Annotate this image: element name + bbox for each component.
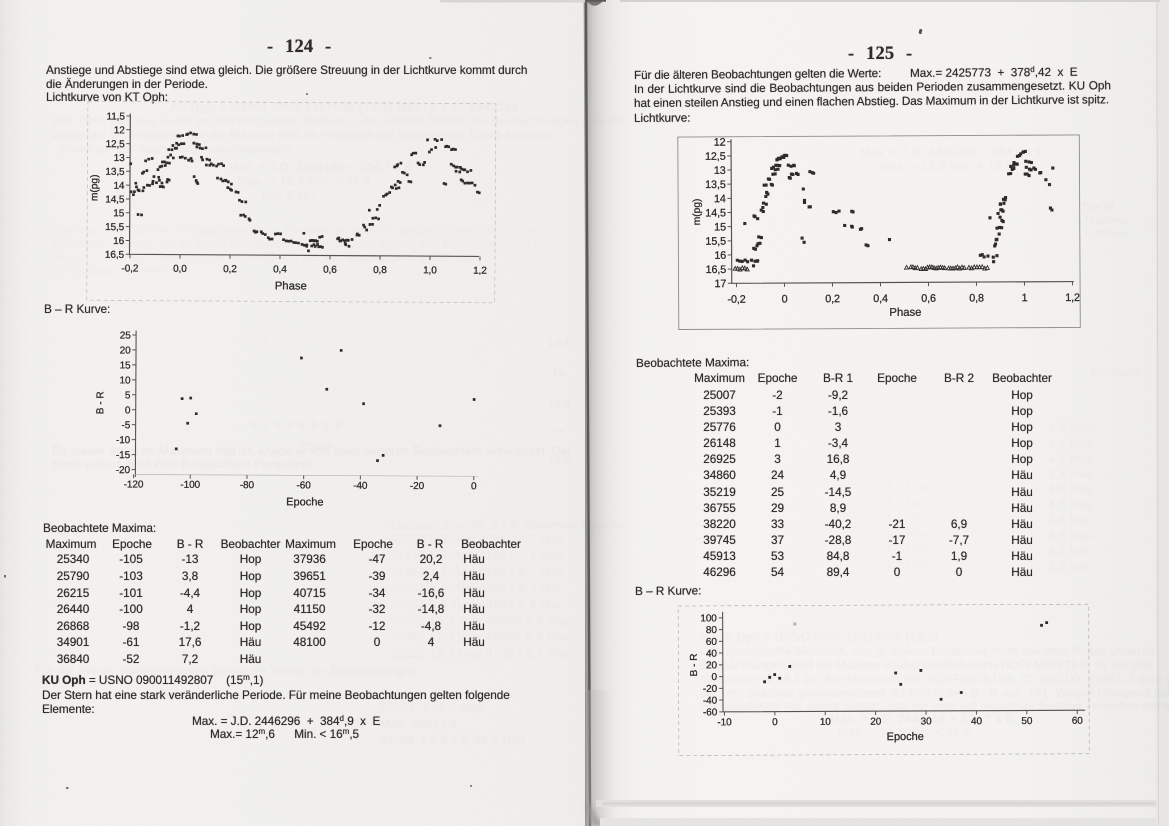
svg-text:-5: -5	[121, 420, 130, 431]
svg-text:40: 40	[706, 649, 718, 660]
svg-text:1: 1	[1022, 292, 1028, 304]
svg-text:0: 0	[772, 717, 778, 728]
svg-text:14,5: 14,5	[105, 194, 125, 205]
svg-text:30: 30	[921, 716, 933, 727]
svg-text:50: 50	[1021, 716, 1033, 727]
svg-text:14: 14	[113, 181, 125, 192]
svg-text:Epoche: Epoche	[887, 731, 924, 743]
svg-text:15: 15	[113, 208, 125, 219]
svg-text:20: 20	[706, 660, 718, 671]
svg-text:13: 13	[114, 153, 126, 164]
svg-text:-20: -20	[116, 465, 131, 476]
svg-text:0: 0	[782, 293, 788, 305]
svg-text:0,2: 0,2	[825, 293, 840, 305]
svg-text:11,5: 11,5	[106, 111, 125, 122]
svg-text:Phase: Phase	[275, 280, 307, 292]
svg-text:-10: -10	[717, 717, 732, 728]
svg-text:15,5: 15,5	[705, 236, 726, 248]
svg-text:0,8: 0,8	[373, 265, 387, 276]
svg-text:60: 60	[1072, 716, 1084, 727]
svg-text:1,2: 1,2	[473, 266, 487, 277]
svg-text:15: 15	[714, 221, 726, 233]
svg-text:-40: -40	[703, 696, 718, 707]
svg-text:0,0: 0,0	[173, 264, 187, 275]
svg-text:16,5: 16,5	[105, 250, 125, 261]
svg-text:-60: -60	[297, 480, 312, 491]
svg-text:-60: -60	[703, 707, 718, 718]
svg-text:13,5: 13,5	[105, 167, 125, 178]
svg-text:20: 20	[870, 717, 882, 728]
svg-text:-120: -120	[124, 479, 144, 490]
svg-text:B - R: B - R	[689, 654, 700, 677]
svg-text:10: 10	[119, 375, 131, 386]
svg-text:-80: -80	[240, 480, 255, 491]
svg-text:0: 0	[125, 405, 131, 416]
svg-text:12: 12	[114, 125, 126, 136]
svg-text:60: 60	[706, 637, 718, 648]
svg-text:12: 12	[714, 137, 726, 149]
svg-text:0,8: 0,8	[969, 292, 984, 304]
svg-text:5: 5	[125, 390, 131, 401]
svg-text:0,4: 0,4	[873, 293, 888, 305]
svg-text:B - R: B - R	[95, 391, 106, 414]
svg-text:0,6: 0,6	[921, 293, 936, 305]
svg-text:-40: -40	[353, 481, 368, 492]
svg-text:14: 14	[714, 193, 726, 205]
svg-text:20: 20	[120, 346, 132, 357]
svg-text:10: 10	[820, 717, 832, 728]
svg-text:1,0: 1,0	[423, 265, 437, 276]
svg-text:-100: -100	[180, 480, 200, 491]
svg-text:16,5: 16,5	[706, 264, 727, 276]
svg-text:0,2: 0,2	[223, 264, 237, 275]
svg-text:1,2: 1,2	[1065, 292, 1080, 304]
svg-text:13: 13	[714, 165, 726, 177]
svg-text:14,5: 14,5	[705, 207, 726, 219]
svg-text:Epoche: Epoche	[286, 496, 323, 508]
svg-text:-0,2: -0,2	[727, 294, 745, 306]
svg-text:-10: -10	[116, 435, 131, 446]
svg-text:0,6: 0,6	[323, 265, 337, 276]
svg-text:16: 16	[714, 250, 726, 262]
svg-text:100: 100	[700, 613, 717, 624]
svg-text:0: 0	[471, 481, 477, 492]
svg-text:80: 80	[706, 625, 718, 636]
svg-text:15,5: 15,5	[105, 222, 125, 233]
svg-text:17: 17	[714, 278, 726, 290]
svg-text:25: 25	[120, 331, 132, 342]
svg-text:12,5: 12,5	[705, 151, 726, 163]
svg-text:13,5: 13,5	[705, 179, 726, 191]
svg-text:16: 16	[113, 236, 125, 247]
svg-text:0,4: 0,4	[273, 264, 287, 275]
svg-text:Phase: Phase	[889, 307, 921, 319]
svg-text:-0,2: -0,2	[121, 263, 138, 274]
svg-text:12,5: 12,5	[106, 139, 126, 150]
svg-text:m(pg): m(pg)	[89, 174, 100, 201]
svg-text:-20: -20	[410, 481, 425, 492]
svg-text:-15: -15	[116, 450, 131, 461]
svg-text:-20: -20	[703, 684, 718, 695]
svg-text:40: 40	[971, 716, 983, 727]
svg-text:0: 0	[711, 672, 717, 683]
svg-text:m(pg): m(pg)	[692, 199, 703, 226]
svg-text:15: 15	[120, 360, 132, 371]
